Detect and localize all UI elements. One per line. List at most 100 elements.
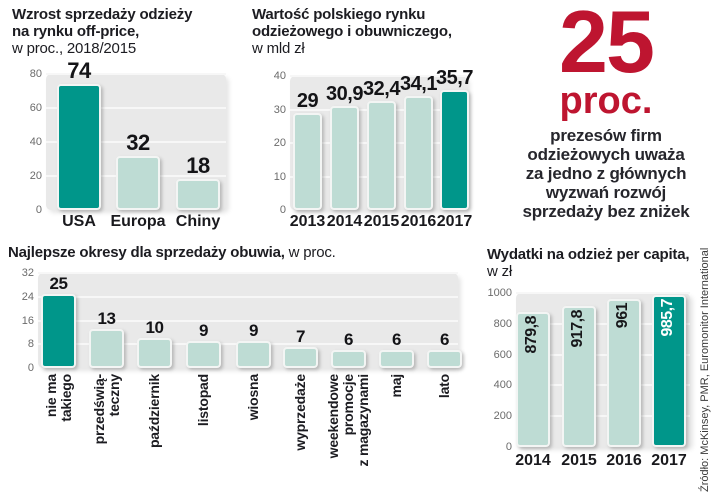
y-axis-tick-label: 8 [27, 338, 34, 351]
y-axis-tick-label: 16 [21, 314, 34, 327]
grid-line [38, 272, 458, 274]
bar-periods-wiosna [236, 341, 271, 368]
bar-value-label: 34,1 [400, 72, 437, 95]
grid-line [38, 295, 458, 298]
bar-value-label: 18 [186, 153, 210, 179]
bar-periods-maj [379, 350, 414, 368]
x-axis-label: 2015 [561, 452, 597, 469]
x-axis-label: 2016 [606, 452, 642, 469]
x-axis-label: 2013 [289, 213, 326, 230]
x-axis-label: nie ma takiego [42, 374, 74, 422]
x-axis-label: Chiny [175, 213, 221, 230]
bar-periods-weekendowe-promocje-z-magazynami [331, 350, 366, 368]
y-axis-tick-label: 20 [29, 170, 42, 182]
bar-percapita-2015 [562, 305, 596, 447]
bar-periods-październik [137, 338, 172, 368]
y-axis-tick-label: 0 [35, 204, 42, 216]
bar-value-label: 6 [440, 330, 449, 350]
bar-market-2016 [404, 95, 433, 210]
bar-value-label: 6 [344, 330, 353, 350]
y-axis-tick-label: 30 [273, 103, 286, 116]
grid-line [516, 292, 690, 294]
bar-value-label: 879,8 [523, 315, 540, 354]
y-axis-tick-label: 400 [493, 379, 512, 392]
grid-line [516, 384, 690, 387]
bar-value-label: 32,4 [363, 78, 400, 101]
grid-line [38, 319, 458, 322]
highlight-text: prezesów firm odzieżowych uważa za jedno… [522, 126, 690, 221]
grid-line [46, 107, 226, 109]
x-axis-label: październik [146, 374, 162, 449]
chart-title-percapita: Wydatki na odzież per capita, w zł [487, 246, 697, 280]
bar-value-label: 29 [296, 89, 319, 112]
bar-periods-lato [427, 350, 462, 368]
x-axis-label: 2014 [326, 213, 363, 230]
x-axis-label: listopad [195, 374, 211, 427]
chart-title-periods: Najlepsze okresy dla sprzedaży obuwia, w… [8, 244, 428, 261]
y-axis-tick-label: 24 [21, 290, 34, 303]
bar-value-label: 961 [614, 303, 631, 329]
bar-periods-nie-ma-takiego [41, 293, 76, 368]
chart-title-bold: Najlepsze okresy dla sprzedaży obuwia, [8, 244, 285, 261]
grid-line [516, 322, 690, 325]
highlight-unit: proc. [559, 80, 653, 122]
bar-value-label: 6 [392, 330, 401, 350]
chart-title-note: w zł [487, 263, 513, 280]
bar-periods-przedświą--teczny [89, 329, 124, 368]
y-axis-tick-label: 60 [29, 102, 42, 114]
bar-periods-listopad [186, 341, 221, 368]
y-axis-tick-label: 10 [273, 170, 286, 183]
bar-offprice-Europa [116, 155, 160, 210]
bar-percapita-2014 [516, 311, 550, 447]
grid-line [46, 73, 226, 75]
y-axis-tick-label: 80 [29, 68, 42, 80]
bar-value-label: 74 [67, 58, 91, 84]
bar-market-2017 [440, 90, 469, 210]
y-axis-tick-label: 40 [273, 70, 286, 82]
x-axis-label: 2016 [400, 213, 437, 230]
grid-line [290, 75, 467, 77]
chart-title-bold: Wydatki na odzież per capita, [487, 246, 690, 263]
x-axis-label: maj [388, 374, 404, 398]
x-axis-label: przedświą- teczny [90, 374, 122, 445]
chart-title-note: w proc. [284, 244, 336, 261]
bar-value-label: 32 [126, 129, 150, 155]
y-axis-tick-label: 0 [279, 204, 286, 216]
bar-value-label: 35,7 [436, 67, 473, 90]
grid-line [516, 353, 690, 356]
bar-value-label: 9 [249, 321, 258, 341]
x-axis-label: 2014 [515, 452, 551, 469]
chart-title-market: Wartość polskiego rynku odzieżowego i ob… [252, 6, 487, 57]
y-axis-tick-label: 600 [493, 348, 512, 361]
x-axis-label: weekendowe promocje z magazynami [325, 374, 371, 467]
grid-line [46, 141, 226, 143]
y-axis-tick-label: 1000 [487, 287, 512, 299]
y-axis-tick-label: 20 [273, 137, 286, 149]
bar-value-label: 9 [199, 321, 208, 341]
y-axis-tick-label: 200 [493, 410, 512, 423]
bar-market-2013 [293, 112, 322, 210]
bar-value-label: 7 [296, 327, 305, 347]
x-axis-label: lato [436, 374, 452, 399]
bar-value-label: 25 [49, 273, 68, 293]
bar-offprice-USA [57, 84, 101, 210]
bar-value-label: 30,9 [326, 83, 363, 106]
bar-value-label: 985,7 [659, 299, 676, 337]
chart-title-note: w proc., 2018/2015 [12, 40, 136, 57]
bar-market-2014 [330, 106, 359, 210]
x-axis-label: Europa [110, 213, 166, 230]
bar-periods-wyprzedaże [283, 347, 318, 368]
y-axis-tick-label: 40 [29, 136, 42, 148]
y-axis-tick-label: 800 [493, 317, 512, 330]
chart-title-note: w mld zł [252, 40, 305, 57]
x-axis-label: 2015 [363, 213, 400, 230]
chart-title-bold: Wartość polskiego rynku odzieżowego i ob… [252, 6, 452, 40]
x-axis-label: USA [62, 213, 96, 230]
bar-value-label: 10 [145, 318, 164, 338]
x-axis-label: wyprzedaże [292, 374, 308, 451]
chart-title-bold: Wzrost sprzedaży odzieży na rynku off-pr… [12, 6, 193, 40]
x-axis-label: wiosna [245, 374, 261, 421]
bar-percapita-2016 [607, 299, 641, 447]
y-axis-tick-label: 0 [27, 362, 34, 374]
